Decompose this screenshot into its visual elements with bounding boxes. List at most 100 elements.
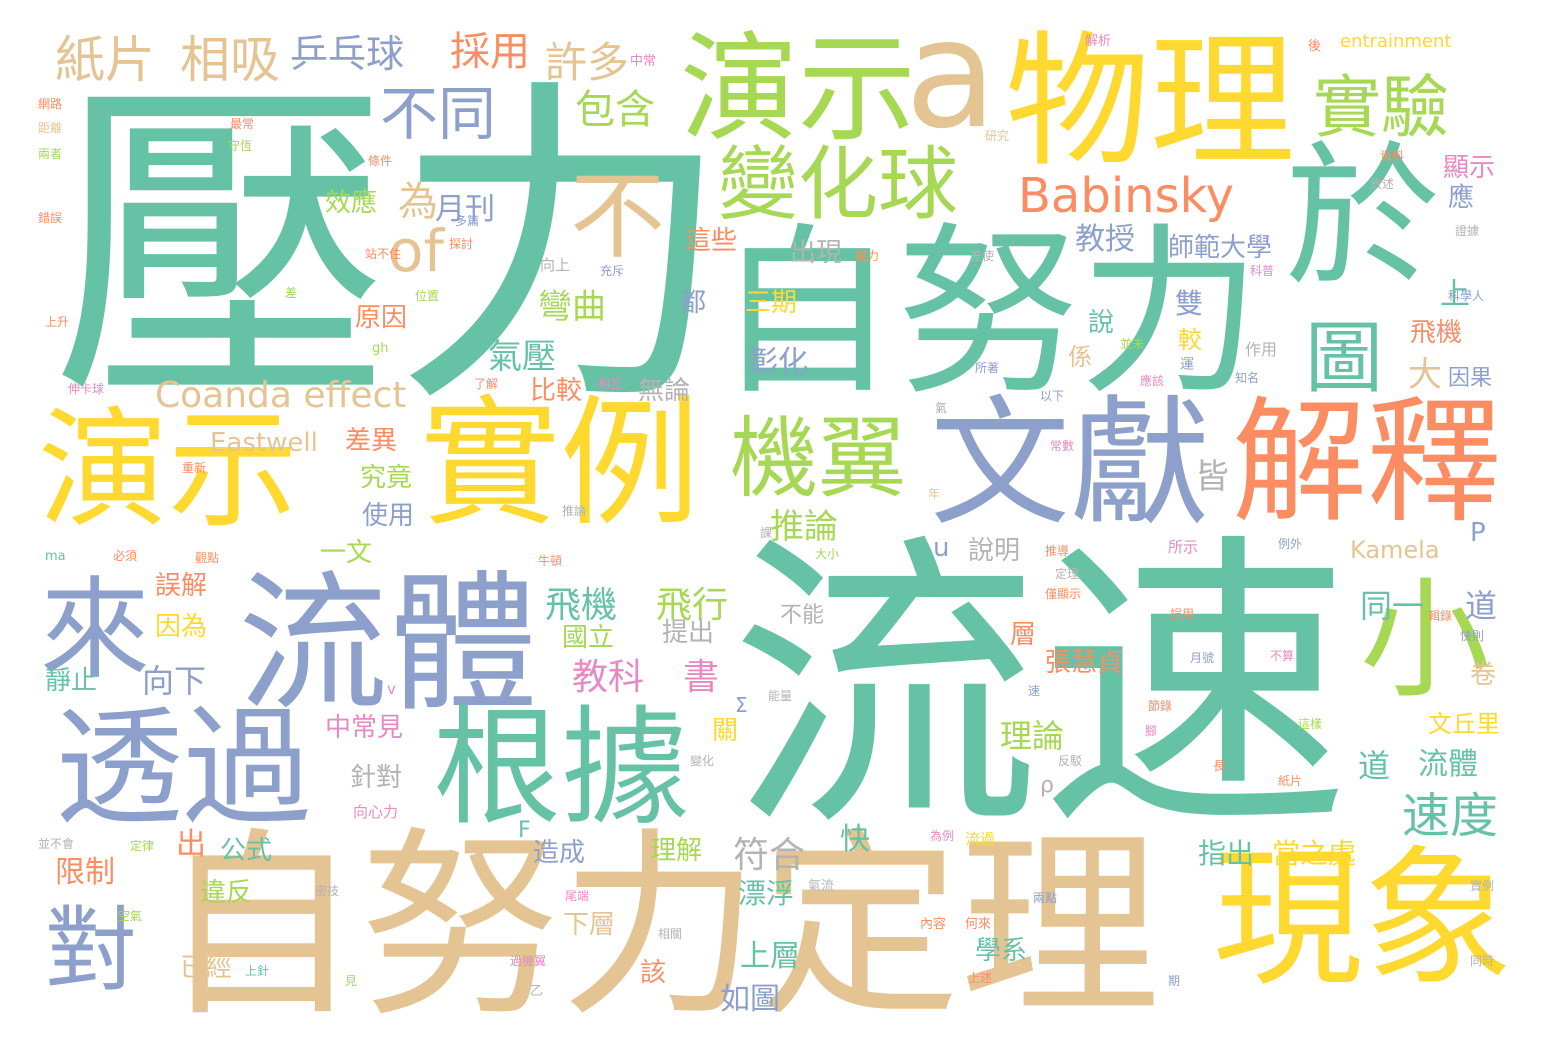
word-lijie: 理解 <box>650 836 703 866</box>
word-bianhua: 變化 <box>690 754 715 768</box>
word-yuekan: 月刊 <box>435 192 495 227</box>
word-pingpangqiu: 乒乓球 <box>290 32 405 76</box>
word-jiaoke: 教科 <box>572 657 645 698</box>
word-duopian: 多篇 <box>455 214 480 228</box>
word-dinglv: 定律 <box>130 839 155 853</box>
word-weizhi: 位置 <box>415 289 440 303</box>
word-yanshi2: 演示 <box>38 394 299 546</box>
word-a: a <box>905 0 997 162</box>
word-guan: 關 <box>712 716 739 746</box>
word-yinggai: 應該 <box>1140 374 1165 388</box>
word-baohan: 包含 <box>575 87 655 133</box>
word-wanqu: 彎曲 <box>538 287 606 327</box>
word-jian: 見 <box>345 974 358 988</box>
word-chang: 長 <box>1213 759 1226 773</box>
word-xiangxi: 相吸 <box>180 31 280 89</box>
word-gai: 該 <box>640 958 667 988</box>
word-chu: 出 <box>176 827 206 862</box>
word-zhanbuzhu: 站不住 <box>365 247 402 261</box>
word-xiaceng: 下層 <box>563 910 616 940</box>
word-xiangxia: 向下 <box>142 662 207 700</box>
word-zhichu: 指出 <box>1198 837 1255 870</box>
word-feiji2: 飛機 <box>545 585 618 626</box>
word-ke: 課 <box>760 526 773 540</box>
word-wei: 為 <box>391 180 437 220</box>
word-v: v <box>387 680 396 698</box>
word-zhiming: 知名 <box>1235 371 1260 385</box>
word-dangzhichu: 當之處 <box>1272 837 1357 870</box>
word-yun: 運 <box>1180 357 1194 373</box>
word-tuilun2: 推論 <box>562 504 587 518</box>
word-neirong: 內容 <box>920 917 947 932</box>
word-xiangguan: 相關 <box>658 927 683 941</box>
word-guandian: 觀點 <box>195 551 220 565</box>
word-qiya: 氣壓 <box>488 337 556 377</box>
word-yi: 乙 <box>530 984 544 999</box>
word-jinxianshi: 僅顯示 <box>1045 587 1082 601</box>
word-bianhuaqiu: 變化球 <box>718 138 958 231</box>
word-piaofu: 漂浮 <box>738 877 795 910</box>
word-guojiyi: 過機翼 <box>510 954 547 968</box>
word-suoshi: 所示 <box>1168 538 1199 556</box>
word-gh: gh <box>372 341 389 356</box>
word-helai: 何來 <box>965 917 992 932</box>
word-kongqi: 空氣 <box>118 909 143 923</box>
word-jiaoshou: 教授 <box>1075 222 1135 257</box>
word-daxiao: 大小 <box>815 547 840 561</box>
word-bingmo: 並未 <box>1120 337 1145 351</box>
word-tongshi: 同時 <box>1470 954 1495 968</box>
word-bingbuhui: 並不會 <box>38 837 75 851</box>
word-zinuli: 自努力 <box>715 207 1261 419</box>
word-doushi: 都 <box>680 288 707 318</box>
word-yuanyin: 原因 <box>355 303 408 333</box>
word-jiexi: 解析 <box>1085 34 1112 49</box>
word-yuehao: 月號 <box>1190 651 1215 665</box>
word-fanbo: 反駁 <box>1058 754 1083 768</box>
word-yinguo: 因果 <box>1448 366 1493 391</box>
word-xianshi: 顯示 <box>1443 153 1496 183</box>
word-mibi: 密技 <box>315 884 340 898</box>
word-liuti2: 流體 <box>1418 747 1478 782</box>
word-weiduan: 尾端 <box>565 889 590 903</box>
word-feixing: 飛行 <box>656 585 729 626</box>
word-shu: 書 <box>683 657 720 698</box>
word-qi2: 期 <box>1168 974 1181 988</box>
word-chuxian: 出現 <box>790 238 843 268</box>
word-zhongchang: 中常 <box>630 54 657 69</box>
word-zhipian: 紙片 <box>55 31 155 89</box>
word-weifan: 違反 <box>200 878 253 908</box>
word-nengliang: 能量 <box>768 689 793 703</box>
word-zhanghua: 彰化 <box>748 345 808 380</box>
word-tongyi: 同一 <box>1360 587 1425 625</box>
word-cha: 差 <box>285 286 298 300</box>
word-zhanghuizhen: 張慧貞 <box>1045 648 1124 678</box>
word-zhexie: 這些 <box>685 226 738 256</box>
word-kamela: Kamela <box>1350 536 1440 564</box>
word-shuoming: 說明 <box>968 536 1021 566</box>
word-xi: 係 <box>1068 343 1092 371</box>
word-f: F <box>518 818 531 843</box>
word-shang: 上 <box>1440 277 1470 312</box>
word-kexuejia: 科學人 <box>1448 289 1485 303</box>
word-wujie: 誤解 <box>155 571 208 601</box>
word-jingzhi: 靜止 <box>45 666 98 696</box>
word-busuan: 不算 <box>1270 649 1295 663</box>
word-zhengju: 證據 <box>1455 224 1480 238</box>
word-babinsky: Babinsky <box>1018 168 1235 224</box>
word-juan: 卷 <box>1470 660 1497 690</box>
word-dui: 對 <box>45 897 138 1004</box>
word-kexue: 科普 <box>1250 264 1275 278</box>
word-shili2: 實例 <box>1470 879 1495 893</box>
word-suozhu: 所著 <box>975 361 1000 375</box>
word-shili: 實例 <box>420 383 701 546</box>
word-xuexi: 學系 <box>975 936 1028 966</box>
word-shangzhen: 上針 <box>245 964 270 978</box>
word-liuti: 流體 <box>238 558 539 732</box>
word-qiliu: 氣流 <box>808 879 835 894</box>
word-jiao: 腳 <box>1145 724 1158 738</box>
word-sigma: Σ <box>735 693 748 717</box>
word-feiji: 飛機 <box>1410 318 1463 348</box>
word-buneng: 不能 <box>780 603 825 628</box>
word-wenqiuli: 文丘里 <box>1428 710 1500 738</box>
